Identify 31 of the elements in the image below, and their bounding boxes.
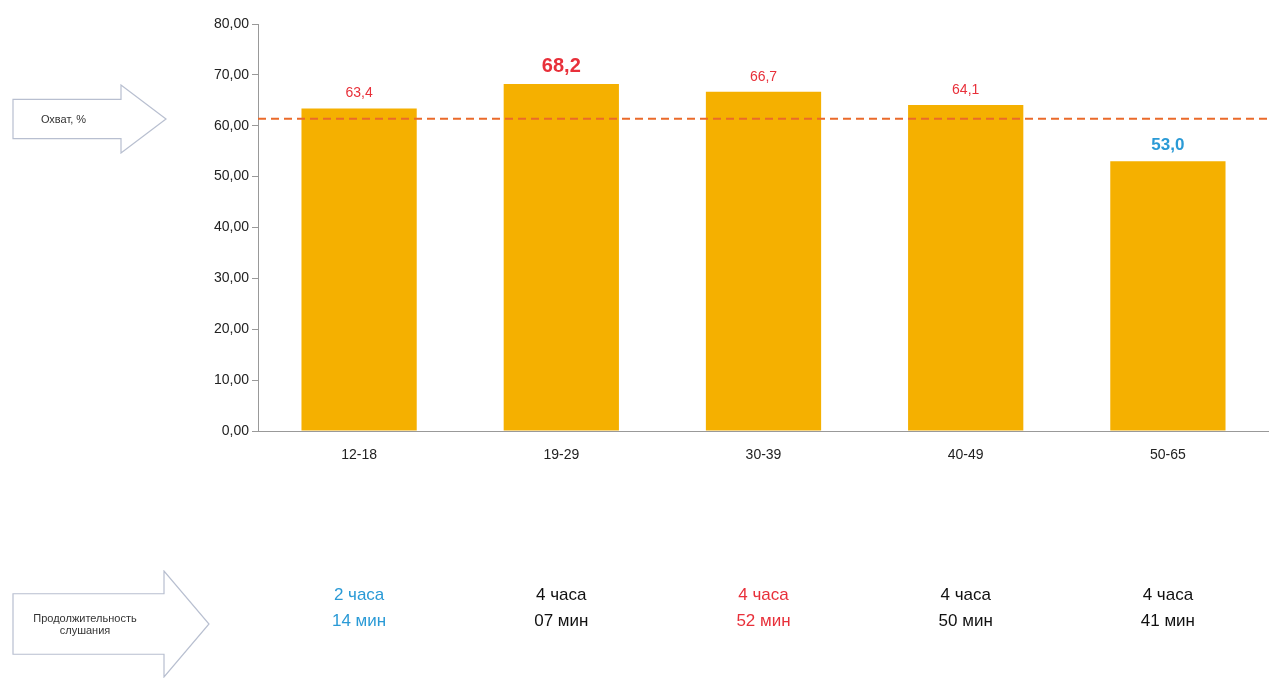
text: 68,2 [541,53,581,76]
x-tick-label: 12-18 [341,446,378,463]
text: 63,4 [345,84,373,101]
y-tick-label: 50,00 [213,167,250,184]
y-tick-label: 30,00 [213,269,250,286]
text: 2 часа 14 мин [331,584,387,630]
text: 4 часа 52 мин [736,584,791,630]
bar [1110,161,1226,431]
text: Охват, % [39,112,88,127]
y-tick-label: 60,00 [213,116,250,133]
x-tick-label: 30-39 [745,446,782,463]
x-tick-label: 19-29 [543,446,580,463]
text: 4 часа 07 мин [534,584,589,630]
y-tick-label: 70,00 [213,65,250,82]
bar [301,108,417,431]
bar [705,91,822,431]
x-tick-label: 40-49 [947,446,984,463]
y-tick-label: 20,00 [213,320,250,337]
y-tick-label: 0,00 [221,421,250,438]
bar [908,104,1024,431]
y-tick-label: 40,00 [213,218,250,235]
text: 53,0 [1151,134,1185,154]
bar [503,84,619,431]
text: Продолжительность слушания [32,611,138,638]
y-tick-label: 10,00 [213,370,250,387]
text: 4 часа 50 мин [938,584,993,630]
text: 64,1 [952,80,980,97]
text: 4 часа 41 мин [1140,584,1196,630]
text: 66,7 [749,67,778,84]
y-tick-label: 80,00 [213,14,250,31]
x-tick-label: 50-65 [1149,446,1187,463]
